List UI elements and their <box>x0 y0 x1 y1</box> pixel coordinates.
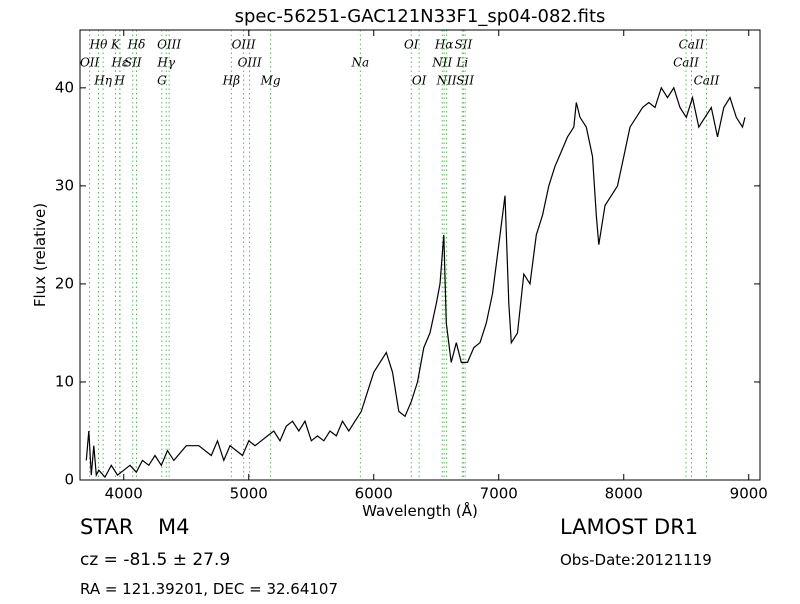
line-marker-label: SII <box>456 74 474 88</box>
line-marker-label: CaII <box>673 56 699 70</box>
x-axis-label: Wavelength (Å) <box>362 501 478 520</box>
line-marker-label: K <box>110 38 121 52</box>
line-marker-label: SII <box>124 56 142 70</box>
line-marker-label: Li <box>455 56 468 70</box>
subclass: M4 <box>158 515 189 539</box>
y-tick-label: 30 <box>55 176 74 194</box>
line-marker-label: Hδ <box>127 38 146 52</box>
line-marker-label: OI <box>404 38 419 52</box>
line-marker-label: Hβ <box>222 74 240 88</box>
x-tick-label: 5000 <box>230 485 268 503</box>
redshift: cz = -81.5 ± 27.9 <box>80 550 230 570</box>
line-marker-label: Na <box>351 56 370 70</box>
plot-frame <box>79 29 761 481</box>
line-marker-label: OII <box>80 56 100 70</box>
coordinates: RA = 121.39201, DEC = 32.64107 <box>80 580 338 598</box>
y-tick-label: 40 <box>55 78 74 96</box>
line-marker-label: G <box>157 74 167 88</box>
line-marker-label: Hγ <box>156 56 175 70</box>
y-axis-label: Flux (relative) <box>31 203 49 307</box>
survey: LAMOST DR1 <box>560 515 698 539</box>
chart-title: spec-56251-GAC121N33F1_sp04-082.fits <box>235 6 606 27</box>
line-marker-label: Hθ <box>89 38 108 52</box>
x-tick-label: 7000 <box>480 485 518 503</box>
x-tick-label: 9000 <box>730 485 768 503</box>
y-tick-label: 10 <box>55 372 74 390</box>
y-tick-label: 20 <box>55 274 74 292</box>
line-marker-label: OIII <box>157 38 181 52</box>
x-tick-label: 4000 <box>105 485 143 503</box>
x-tick-label: 6000 <box>355 485 393 503</box>
line-marker-label: OI <box>412 74 427 88</box>
line-marker-label: SII <box>455 38 473 52</box>
line-marker-label: Hη <box>93 74 112 88</box>
y-tick-label: 0 <box>64 471 74 489</box>
line-marker-label: CaII <box>679 38 705 52</box>
obs-date: Obs-Date:20121119 <box>560 551 712 569</box>
line-marker-label: CaII <box>694 74 720 88</box>
x-tick-label: 8000 <box>605 485 643 503</box>
spectrum-line <box>85 86 746 479</box>
line-marker-label: Hα <box>434 38 454 52</box>
line-marker-label: OIII <box>238 56 262 70</box>
object-class: STAR <box>80 515 133 539</box>
line-marker-label: OIII <box>232 38 256 52</box>
line-marker-label: NII <box>431 56 452 70</box>
line-marker-label: H <box>114 74 126 88</box>
line-marker-label: NII <box>436 74 457 88</box>
line-marker-label: Mg <box>260 74 281 88</box>
